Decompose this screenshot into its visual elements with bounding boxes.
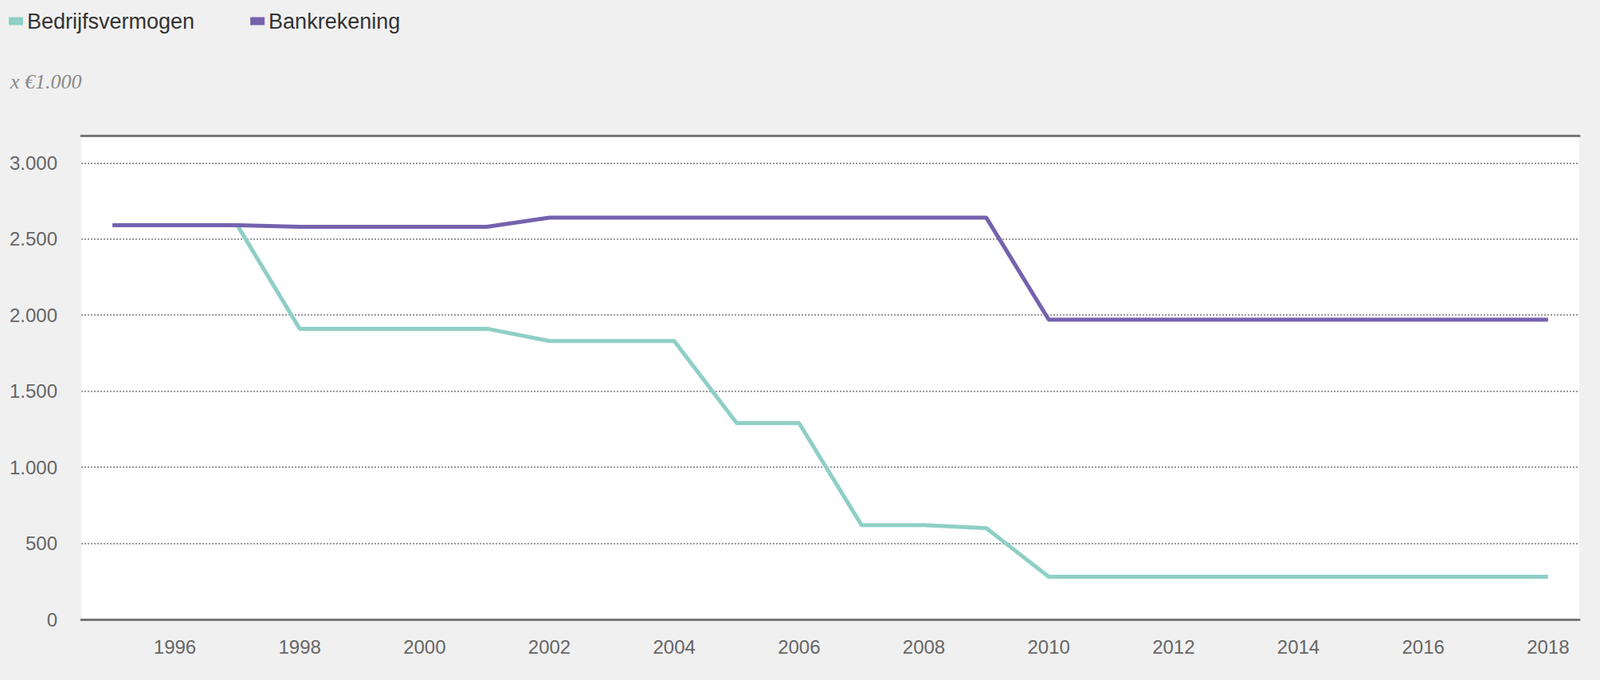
svg-text:500: 500 [25,532,58,554]
svg-text:2002: 2002 [528,635,571,658]
svg-text:x €1.000: x €1.000 [9,70,83,94]
svg-text:2010: 2010 [1027,635,1070,658]
svg-text:Bankrekening: Bankrekening [268,9,400,34]
svg-text:2018: 2018 [1526,635,1569,658]
svg-text:2012: 2012 [1152,635,1195,658]
svg-text:1.000: 1.000 [9,456,58,479]
svg-text:Bedrijfsvermogen: Bedrijfsvermogen [27,9,195,34]
svg-text:2016: 2016 [1401,635,1444,658]
svg-text:2004: 2004 [652,635,695,658]
svg-text:1996: 1996 [153,635,197,658]
svg-text:2.500: 2.500 [9,227,58,250]
svg-text:1.500: 1.500 [9,380,58,402]
svg-text:2006: 2006 [777,635,820,658]
svg-text:0: 0 [47,608,58,631]
svg-text:2000: 2000 [403,635,446,658]
svg-text:1998: 1998 [278,635,321,658]
svg-text:2008: 2008 [902,635,946,658]
svg-text:3.000: 3.000 [9,152,58,174]
svg-text:2014: 2014 [1277,635,1320,658]
svg-text:2.000: 2.000 [9,304,58,326]
